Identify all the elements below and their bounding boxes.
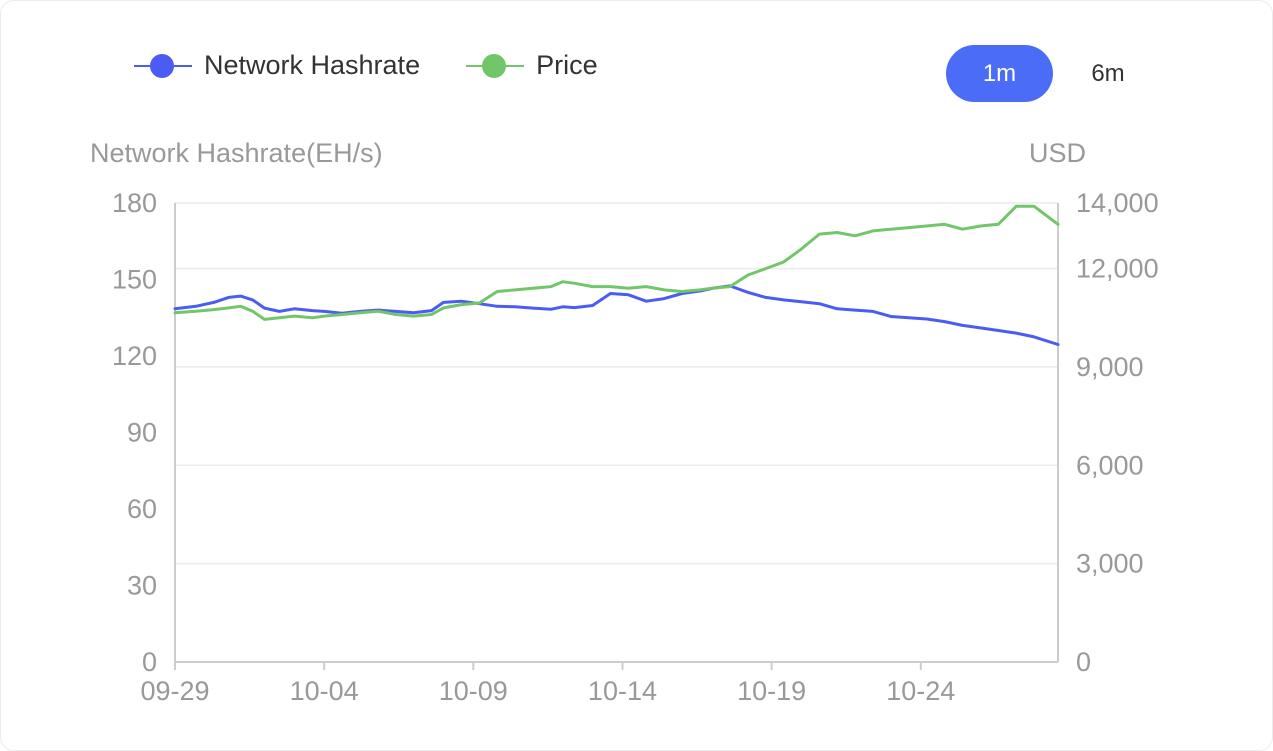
legend-label: Price	[536, 50, 598, 80]
y-left-tick-label: 180	[112, 188, 157, 218]
time-range-toggle: 1m 6m	[946, 45, 1163, 102]
x-tick-label: 09-29	[140, 676, 209, 706]
y-right-tick-label: 0	[1076, 647, 1091, 677]
y-right-tick-label: 3,000	[1076, 549, 1144, 579]
range-button-1m[interactable]: 1m	[946, 45, 1053, 102]
x-tick-label: 10-04	[290, 676, 359, 706]
range-button-6m[interactable]: 6m	[1053, 45, 1163, 102]
series-line-network-hashrate	[173, 284, 1060, 346]
x-tick-label: 10-14	[588, 676, 657, 706]
legend-item-price[interactable]: Price	[466, 50, 598, 81]
y-right-tick-label: 14,000	[1076, 188, 1159, 218]
y-left-tick-label: 0	[142, 647, 157, 677]
legend-marker-dot	[150, 53, 174, 78]
y-left-tick-label: 150	[112, 265, 157, 295]
legend-label: Network Hashrate	[204, 50, 421, 80]
tick-labels: 0 30 60 90 120 150 180 0 3,000 6,000 9,000 12,000 14…	[112, 188, 1159, 706]
x-tick-label: 10-19	[737, 676, 806, 706]
x-tick-label: 10-09	[439, 676, 508, 706]
y-left-tick-label: 120	[112, 341, 157, 371]
axes	[174, 203, 1059, 670]
y-right-tick-label: 9,000	[1076, 352, 1144, 382]
legend-item-network-hashrate[interactable]: Network Hashrate	[134, 50, 420, 81]
legend-marker-dot	[482, 53, 507, 78]
grid-lines	[175, 202, 1058, 565]
y-right-tick-label: 12,000	[1076, 254, 1159, 284]
legend-line-marker-icon	[134, 51, 192, 81]
y-left-tick-label: 90	[127, 418, 157, 448]
y-right-axis-title: USD	[1029, 138, 1086, 168]
series-line-price	[173, 204, 1060, 321]
series-lines	[173, 204, 1060, 346]
y-right-tick-label: 6,000	[1076, 450, 1144, 480]
x-tick-label: 10-24	[886, 676, 955, 706]
legend-line-marker-icon	[466, 51, 525, 81]
y-left-tick-label: 30	[127, 571, 157, 601]
chart-legend: Network Hashrate Price	[134, 50, 598, 81]
y-left-axis-title: Network Hashrate(EH/s)	[90, 138, 383, 168]
y-left-tick-label: 60	[127, 494, 157, 524]
